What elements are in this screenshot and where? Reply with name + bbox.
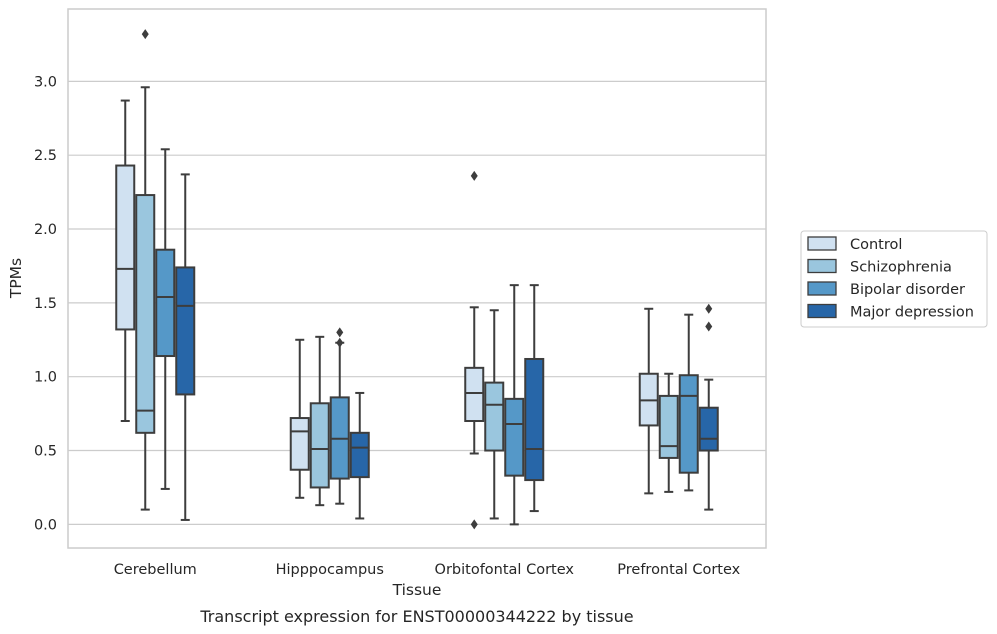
box-bipolar-disorder [155, 148, 176, 490]
box-iqr [155, 248, 176, 358]
x-tick-labels: Cerebellum Hipppocampus Orbitofontal Corte… [114, 562, 741, 578]
y-tick-label: 3.0 [34, 74, 57, 90]
box-control [638, 307, 659, 495]
box-iqr [115, 164, 136, 331]
outlier-point [141, 29, 149, 40]
box-series-group [115, 29, 719, 530]
box-control [289, 338, 310, 499]
legend-swatch [807, 281, 837, 296]
box-major-depression [175, 173, 196, 521]
y-tick-label: 2.0 [34, 222, 57, 238]
chart-caption: Transcript expression for ENST0000034422… [199, 607, 633, 626]
y-tick-label: 0.5 [34, 444, 57, 460]
legend-label: Control [850, 237, 902, 253]
y-tick-label: 1.5 [34, 296, 57, 312]
plot-frame [67, 8, 767, 549]
legend-swatch [807, 258, 837, 274]
box-iqr [175, 266, 196, 396]
box-schizophrenia [658, 372, 679, 493]
box-schizophrenia [309, 335, 330, 507]
y-axis-title: TPMs [7, 258, 25, 299]
box-control [115, 99, 136, 423]
box-iqr [135, 194, 156, 434]
box-iqr [524, 357, 545, 482]
box-iqr [484, 381, 505, 452]
legend-label: Major depression [850, 305, 974, 321]
box-iqr [678, 374, 699, 474]
x-tick-label: Cerebellum [114, 562, 197, 578]
box-bipolar-disorder [504, 284, 525, 526]
box-iqr [349, 431, 370, 479]
box-iqr [309, 402, 330, 489]
legend-swatch [807, 303, 837, 319]
legend-swatch [807, 236, 837, 251]
x-tick-label: Hipppocampus [276, 562, 384, 578]
box-iqr [289, 417, 310, 471]
outlier-point [336, 337, 344, 348]
outlier-point [705, 303, 713, 314]
outlier-point [470, 519, 478, 530]
y-tick-label: 1.0 [34, 370, 57, 386]
y-tick-labels: 0.0 0.5 1.0 1.5 2.0 2.5 3.0 [34, 74, 57, 533]
legend: Control Schizophrenia Bipolar disorder Majo… [800, 230, 988, 328]
box-iqr [698, 406, 719, 452]
outlier-point [336, 327, 344, 338]
box-iqr [504, 397, 525, 477]
box-bipolar-disorder [329, 327, 350, 505]
box-schizophrenia [135, 29, 156, 511]
box-control [464, 170, 485, 530]
box-schizophrenia [484, 309, 505, 520]
outlier-point [705, 321, 713, 332]
box-iqr [658, 394, 679, 459]
y-tick-label: 0.0 [34, 517, 57, 533]
box-iqr [464, 366, 485, 423]
box-bipolar-disorder [678, 313, 699, 492]
x-tick-label: Prefrontal Cortex [617, 562, 740, 578]
box-major-depression [524, 284, 545, 513]
box-major-depression [698, 303, 719, 511]
legend-label: Schizophrenia [850, 260, 952, 276]
y-tick-label: 2.5 [34, 148, 57, 164]
outlier-point [470, 170, 478, 181]
x-axis-title: Tissue [392, 581, 442, 599]
legend-frame [800, 230, 988, 328]
x-tick-label: Orbitofontal Cortex [435, 562, 575, 578]
legend-label: Bipolar disorder [850, 282, 965, 298]
box-major-depression [349, 391, 370, 520]
